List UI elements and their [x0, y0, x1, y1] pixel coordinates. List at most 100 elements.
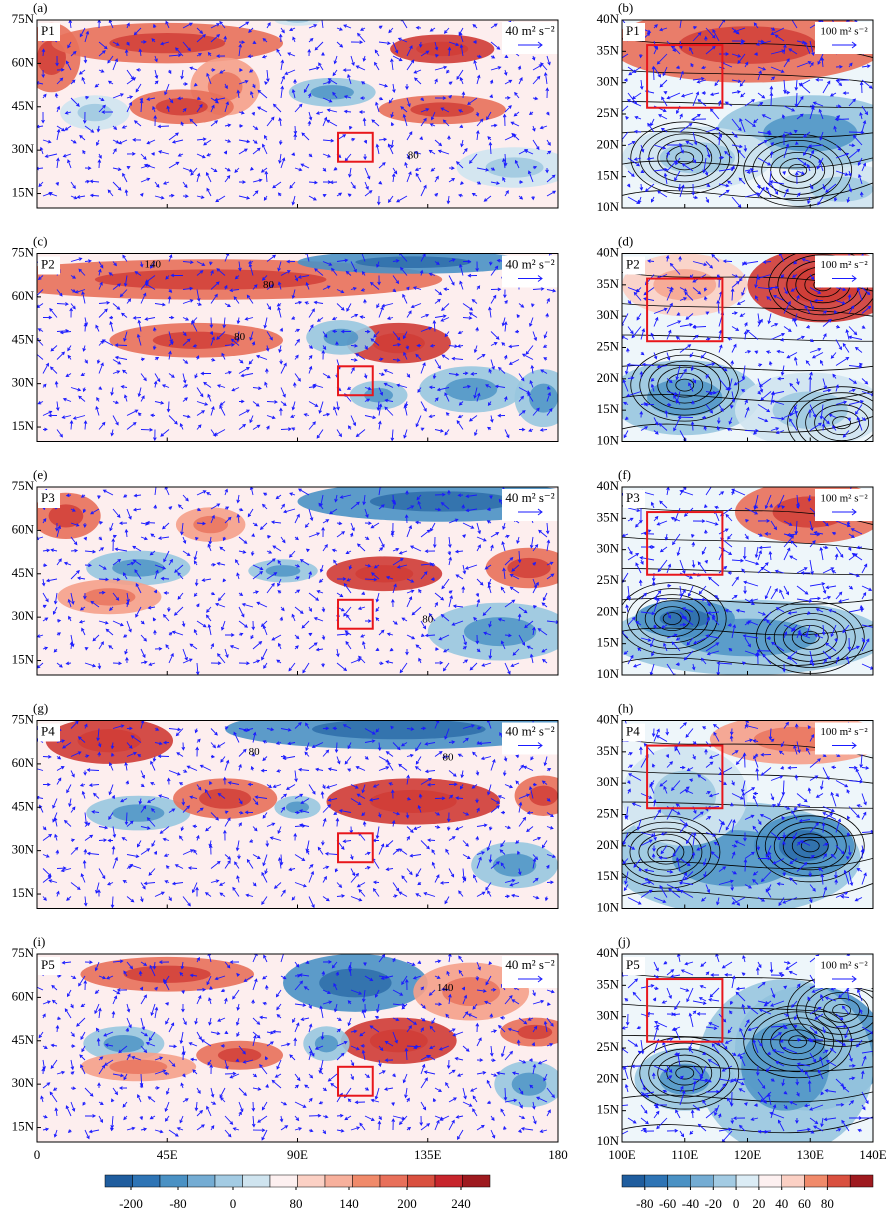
colorbar-tick-label: 200 [397, 1196, 417, 1211]
ref-vector-label: 40 m² s⁻² [505, 723, 554, 738]
y-tick-label: 30N [597, 774, 620, 789]
y-tick-label: 60N [12, 755, 35, 770]
panel-label: (j) [618, 934, 630, 949]
x-tick-label: 90E [287, 1147, 308, 1162]
y-tick-label: 30N [12, 842, 35, 857]
shading-core [370, 1029, 428, 1052]
panel-label: (b) [618, 0, 633, 15]
colorbar-box [270, 1175, 298, 1187]
contour-label: 140 [145, 259, 162, 271]
shading-core [109, 1060, 167, 1074]
colorbar-tick-label: 0 [230, 1196, 237, 1211]
y-tick-label: 25N [597, 338, 620, 353]
colorbar-box [463, 1175, 491, 1187]
shading-core [529, 786, 558, 806]
period-label: P5 [626, 957, 640, 972]
ref-vector-label: 100 m² s⁻² [820, 726, 868, 738]
shading-core [529, 384, 558, 413]
y-tick-label: 15N [12, 652, 35, 667]
y-tick-label: 20N [597, 837, 620, 852]
colorbar-tick-label: -80 [169, 1196, 186, 1211]
colorbar-box [325, 1175, 353, 1187]
y-tick-label: 20N [597, 370, 620, 385]
colorbar-tick-label: 60 [798, 1196, 811, 1211]
colorbar-box [668, 1175, 691, 1187]
colorbar-box [353, 1175, 381, 1187]
map-panel: 80 [23, 14, 573, 208]
y-tick-label: 30N [12, 375, 35, 390]
colorbar-box [298, 1175, 326, 1187]
y-tick-label: 25N [597, 1039, 620, 1054]
colorbar-box [850, 1175, 873, 1187]
shading-core [512, 1073, 547, 1096]
ref-vector-label: 100 m² s⁻² [820, 259, 868, 271]
ref-vector-label: 40 m² s⁻² [505, 490, 554, 505]
colorbar-tick-label: -60 [659, 1196, 676, 1211]
colorbar-tick-label: 20 [752, 1196, 765, 1211]
y-tick-label: 75N [12, 11, 35, 26]
y-tick-label: 40N [597, 711, 620, 726]
colorbar-box [805, 1175, 828, 1187]
shading-core [153, 332, 240, 349]
period-label: P1 [41, 23, 55, 38]
colorbar-tick-label: 140 [339, 1196, 359, 1211]
shading-core [373, 333, 425, 353]
period-label: P5 [41, 957, 55, 972]
contour-label: 80 [443, 752, 455, 764]
colorbar-box [622, 1175, 645, 1187]
colorbar-box [736, 1175, 759, 1187]
x-tick-label: 120E [734, 1147, 762, 1162]
y-tick-label: 40N [597, 244, 620, 259]
contour-label: 80 [263, 279, 275, 291]
colorbar-box [645, 1175, 668, 1187]
x-tick-label: 110E [671, 1147, 698, 1162]
shading-core [660, 142, 735, 173]
x-tick-label: 180 [548, 1147, 568, 1162]
panel-label: (d) [618, 233, 633, 248]
contour-label: 80 [408, 149, 420, 161]
y-tick-label: 10N [597, 1133, 620, 1148]
period-label: P3 [626, 490, 640, 505]
y-tick-label: 15N [12, 418, 35, 433]
y-tick-label: 30N [597, 1008, 620, 1023]
y-tick-label: 45N [12, 98, 35, 113]
y-tick-label: 15N [597, 868, 620, 883]
colorbar-box [160, 1175, 188, 1187]
y-tick-label: 20N [597, 136, 620, 151]
shading-core [218, 1048, 261, 1062]
colorbar-box [133, 1175, 161, 1187]
y-tick-label: 20N [597, 1070, 620, 1085]
shading-core [653, 771, 716, 821]
y-tick-label: 15N [12, 1119, 35, 1134]
panel-label: (g) [33, 700, 48, 715]
y-tick-label: 15N [597, 1102, 620, 1117]
ref-vector-label: 100 m² s⁻² [820, 26, 868, 38]
shading-core [104, 1035, 145, 1052]
y-tick-label: 45N [12, 565, 35, 580]
y-tick-label: 20N [597, 603, 620, 618]
x-tick-label: 140E [859, 1147, 887, 1162]
contour-label: 140 [437, 982, 454, 994]
ref-vector-label: 40 m² s⁻² [505, 957, 554, 972]
y-tick-label: 40N [597, 11, 620, 26]
y-tick-label: 30N [12, 141, 35, 156]
shading-core [507, 558, 550, 578]
colorbar-box [380, 1175, 408, 1187]
y-tick-label: 15N [12, 185, 35, 200]
shading-core [124, 966, 211, 983]
shading-core [324, 329, 359, 346]
contour-label: 80 [249, 746, 261, 758]
y-tick-label: 60N [12, 521, 35, 536]
contour-label: 80 [422, 614, 434, 626]
shading-core [312, 719, 486, 739]
y-tick-label: 25N [597, 105, 620, 120]
colorbar-tick-label: 80 [821, 1196, 834, 1211]
y-tick-label: 15N [597, 168, 620, 183]
map-panel: 140 [33, 951, 570, 1142]
colorbar-box [827, 1175, 850, 1187]
colorbar-box [188, 1175, 216, 1187]
y-tick-label: 75N [12, 244, 35, 259]
colorbar-tick-label: 40 [775, 1196, 788, 1211]
